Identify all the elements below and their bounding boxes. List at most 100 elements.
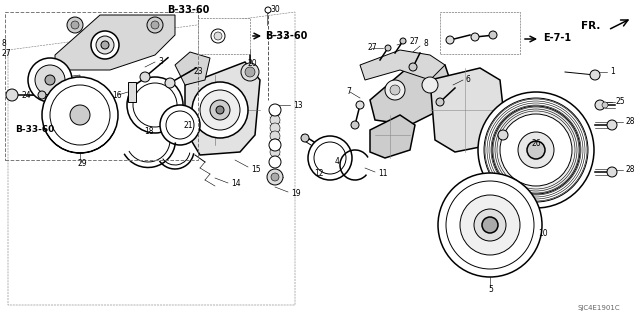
Circle shape (70, 105, 90, 125)
Circle shape (160, 105, 200, 145)
Circle shape (500, 114, 572, 186)
Text: 7: 7 (346, 86, 351, 95)
Circle shape (151, 21, 159, 29)
Text: 18: 18 (144, 127, 154, 137)
Circle shape (211, 29, 225, 43)
Circle shape (91, 31, 119, 59)
Circle shape (200, 90, 240, 130)
Circle shape (460, 195, 520, 255)
Text: 11: 11 (378, 169, 387, 178)
Circle shape (269, 139, 281, 151)
Polygon shape (185, 62, 260, 155)
Circle shape (422, 77, 438, 93)
Circle shape (478, 92, 594, 208)
Circle shape (42, 77, 118, 153)
Circle shape (267, 169, 283, 185)
Circle shape (210, 100, 230, 120)
Circle shape (147, 17, 163, 33)
Circle shape (270, 147, 280, 157)
Circle shape (28, 58, 72, 102)
Text: B-33-60: B-33-60 (167, 5, 209, 15)
Circle shape (270, 107, 280, 117)
Circle shape (270, 123, 280, 133)
Polygon shape (370, 115, 415, 158)
Text: FR.: FR. (580, 21, 600, 31)
Text: 10: 10 (538, 229, 548, 238)
Text: 30: 30 (270, 5, 280, 14)
Text: 12: 12 (314, 169, 323, 178)
Text: 13: 13 (293, 101, 303, 110)
Circle shape (216, 106, 224, 114)
Circle shape (607, 120, 617, 130)
Text: 27: 27 (368, 44, 378, 52)
Text: SJC4E1901C: SJC4E1901C (578, 305, 621, 311)
Text: 28: 28 (626, 117, 636, 126)
Text: 21: 21 (184, 122, 193, 131)
Text: 4: 4 (335, 156, 340, 165)
Circle shape (518, 222, 528, 232)
Circle shape (602, 102, 608, 108)
Circle shape (301, 134, 309, 142)
Circle shape (314, 142, 346, 174)
Circle shape (482, 217, 498, 233)
Circle shape (351, 121, 359, 129)
Circle shape (590, 70, 600, 80)
Bar (440, 12, 520, 54)
Circle shape (308, 136, 352, 180)
Bar (128, 82, 136, 102)
Text: 28: 28 (626, 165, 636, 174)
Circle shape (446, 36, 454, 44)
Circle shape (101, 41, 109, 49)
Circle shape (489, 31, 497, 39)
Circle shape (271, 173, 279, 181)
Polygon shape (65, 75, 80, 84)
Text: 26: 26 (531, 139, 541, 148)
Text: E-7-1: E-7-1 (543, 33, 571, 43)
Circle shape (127, 77, 183, 133)
Circle shape (527, 141, 545, 159)
Bar (198, 18, 250, 54)
Circle shape (270, 139, 280, 149)
Text: B-33-60: B-33-60 (265, 31, 307, 41)
Text: 8: 8 (423, 39, 428, 49)
Text: 27: 27 (2, 49, 12, 58)
Circle shape (595, 100, 605, 110)
Circle shape (484, 98, 588, 202)
Circle shape (165, 78, 175, 88)
Circle shape (385, 80, 405, 100)
Circle shape (214, 32, 222, 40)
Circle shape (265, 7, 271, 13)
Circle shape (513, 217, 533, 237)
Polygon shape (175, 52, 210, 85)
Text: 25: 25 (616, 98, 626, 107)
Text: 14: 14 (231, 180, 241, 188)
Circle shape (50, 85, 110, 145)
Circle shape (245, 67, 255, 77)
Circle shape (45, 75, 55, 85)
Circle shape (38, 91, 46, 99)
Polygon shape (55, 15, 175, 70)
Circle shape (71, 21, 79, 29)
Circle shape (492, 106, 580, 194)
Circle shape (269, 104, 281, 116)
Circle shape (409, 63, 417, 71)
Circle shape (166, 111, 194, 139)
Text: 2: 2 (283, 30, 288, 39)
Circle shape (498, 130, 508, 140)
Circle shape (270, 131, 280, 141)
Circle shape (35, 65, 65, 95)
Circle shape (67, 17, 83, 33)
Circle shape (436, 98, 444, 106)
Text: 20: 20 (247, 60, 257, 68)
Circle shape (446, 181, 534, 269)
Circle shape (241, 63, 259, 81)
Text: 24: 24 (22, 91, 31, 100)
Text: B-33-60: B-33-60 (15, 125, 54, 134)
Circle shape (269, 156, 281, 168)
Circle shape (96, 36, 114, 54)
Circle shape (356, 101, 364, 109)
Text: 5: 5 (488, 284, 493, 293)
Circle shape (192, 82, 248, 138)
Circle shape (474, 209, 506, 241)
Text: 29: 29 (78, 159, 88, 169)
